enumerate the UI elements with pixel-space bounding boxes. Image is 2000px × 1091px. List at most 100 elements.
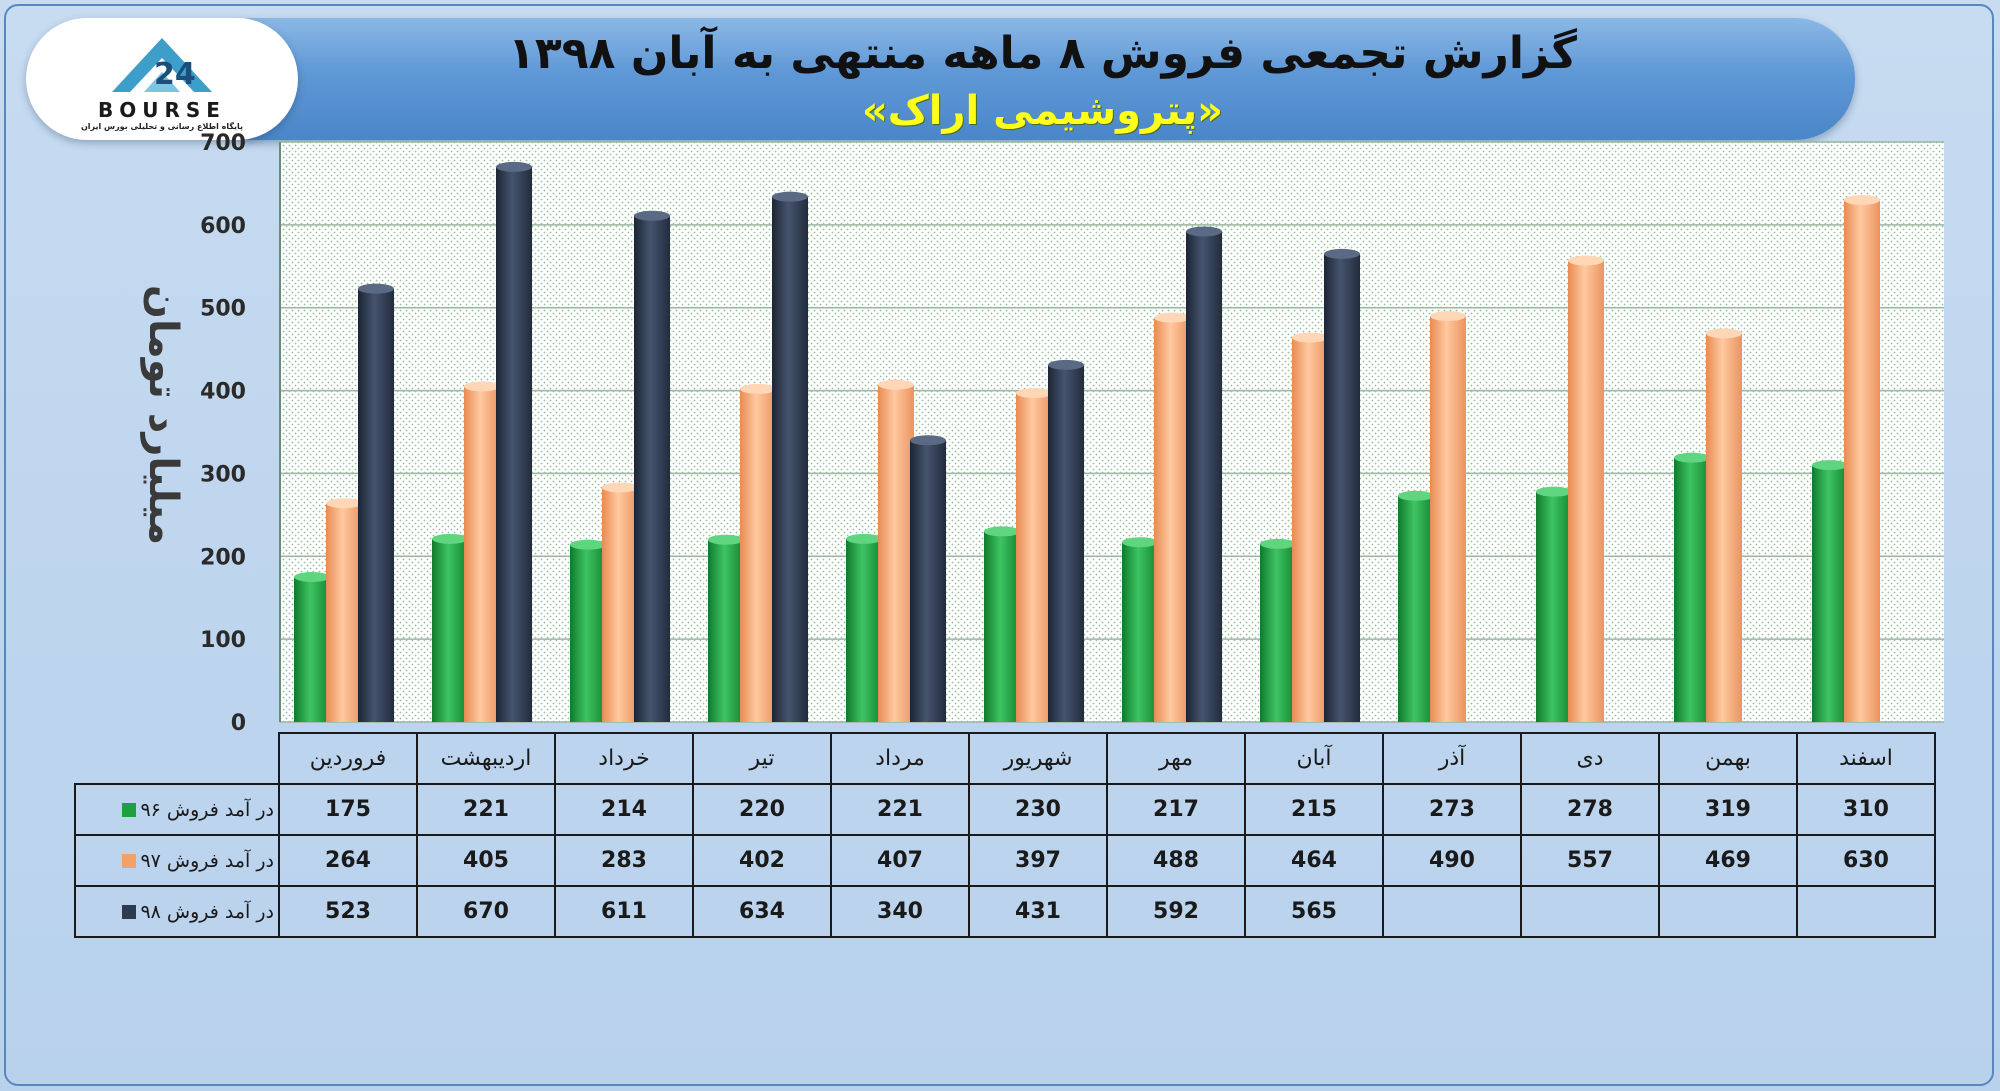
y-axis-ticks: 0 100 200 300 400 500 600 700 [200, 131, 246, 736]
bar [1844, 195, 1880, 722]
bar [464, 381, 500, 722]
table-cell: 278 [1520, 783, 1660, 836]
table-cell [1520, 885, 1660, 938]
table-cell: 283 [554, 834, 694, 887]
table-cell: 217 [1106, 783, 1246, 836]
category-label: مرداد [830, 732, 970, 785]
bar [1154, 312, 1190, 722]
table-cell: 230 [968, 783, 1108, 836]
table-cell: 402 [692, 834, 832, 887]
bar [1048, 359, 1084, 722]
table-cell: 464 [1244, 834, 1384, 887]
table-cell: 215 [1244, 783, 1384, 836]
bar [708, 534, 744, 722]
legend-entry: در آمد فروش ۹۸ [74, 885, 280, 938]
table-cell: 221 [416, 783, 556, 836]
table-corner [75, 733, 279, 784]
category-label: تیر [692, 732, 832, 785]
table-cell: 611 [554, 885, 694, 938]
table-cell: 490 [1382, 834, 1522, 887]
table-row: در آمد فروش ۹۶ 175 221 214 220 221 230 217 215 27… [74, 783, 1936, 836]
bar [1016, 388, 1052, 722]
bar [1430, 311, 1466, 722]
table-row: در آمد فروش ۹۷ 264 405 283 402 407 397 488 464 49… [74, 834, 1936, 887]
table-cell: 214 [554, 783, 694, 836]
table-cell: 431 [968, 885, 1108, 938]
bar [634, 210, 670, 722]
y-axis-label: میلیارد تومان [140, 285, 186, 545]
bar [1812, 460, 1848, 722]
logo-mark-icon: 24 [112, 38, 212, 92]
bar-chart: 0 100 200 300 400 500 600 700 میلیارد تومان [140, 131, 1944, 736]
bar [358, 283, 394, 722]
y-tick-label: 400 [200, 380, 246, 405]
bar [1324, 248, 1360, 722]
table-cell: 407 [830, 834, 970, 887]
bar [1674, 452, 1710, 722]
svg-text:24: 24 [154, 57, 196, 92]
series-name: در آمد فروش ۹۸ [140, 900, 274, 923]
category-label: اردیبهشت [416, 732, 556, 785]
legend-entry: در آمد فروش ۹۶ [74, 783, 280, 836]
category-label: آذر [1382, 732, 1522, 785]
bar [1706, 328, 1742, 722]
table-cell: 340 [830, 885, 970, 938]
bar-series [294, 161, 1880, 722]
bar [910, 435, 946, 722]
table-cell: 273 [1382, 783, 1522, 836]
y-tick-label: 500 [200, 297, 246, 322]
y-tick-label: 200 [200, 545, 246, 570]
table-cell: 670 [416, 885, 556, 938]
bar [326, 498, 362, 722]
table-cell [1382, 885, 1522, 938]
table-cell: 557 [1520, 834, 1660, 887]
legend-swatch [122, 905, 137, 919]
legend-swatch [122, 803, 137, 817]
series-name: در آمد فروش ۹۶ [140, 798, 274, 821]
category-label: شهریور [968, 732, 1108, 785]
bar [1536, 486, 1572, 722]
y-tick-label: 700 [200, 131, 246, 156]
title-banner: گزارش تجمعی فروش ۸ ماهه منتهی به آبان ۱۳… [230, 18, 1855, 140]
table-cell: 630 [1796, 834, 1936, 887]
plot-area [280, 142, 1944, 722]
bar [984, 526, 1020, 722]
data-table: فروردین اردیبهشت خرداد تیر مرداد شهریور مهر آبا… [74, 732, 1936, 938]
bar [1292, 332, 1328, 722]
category-label: خرداد [554, 732, 694, 785]
table-cell: 523 [278, 885, 418, 938]
bar [1260, 538, 1296, 722]
table-row: در آمد فروش ۹۸ 523 670 611 634 340 431 592 565 [74, 885, 1936, 938]
page-frame [4, 4, 1994, 1086]
bar [846, 533, 882, 722]
bar [1122, 537, 1158, 722]
bar [1398, 490, 1434, 722]
table-cell: 264 [278, 834, 418, 887]
gridlines [279, 141, 1944, 723]
bar [740, 383, 776, 722]
table-cell: 310 [1796, 783, 1936, 836]
bar [432, 533, 468, 722]
table-header-row: فروردین اردیبهشت خرداد تیر مرداد شهریور مهر آبا… [75, 732, 1936, 785]
table-cell: 397 [968, 834, 1108, 887]
bar [496, 161, 532, 722]
legend-entry: در آمد فروش ۹۷ [74, 834, 280, 887]
table-cell: 634 [692, 885, 832, 938]
chart-subtitle: «پتروشیمی اراک» [861, 88, 1224, 134]
bar [1568, 255, 1604, 722]
table-cell: 221 [830, 783, 970, 836]
table-cell [1796, 885, 1936, 938]
series-name: در آمد فروش ۹۷ [140, 849, 274, 872]
table-cell: 565 [1244, 885, 1384, 938]
y-tick-label: 300 [200, 462, 246, 487]
category-label: دی [1520, 732, 1660, 785]
bar [878, 379, 914, 722]
table-cell: 488 [1106, 834, 1246, 887]
table-cell: 405 [416, 834, 556, 887]
table-cell: 220 [692, 783, 832, 836]
table-cell: 592 [1106, 885, 1246, 938]
y-tick-label: 600 [200, 214, 246, 239]
table-cell: 175 [278, 783, 418, 836]
category-label: فروردین [278, 732, 418, 785]
bourse-logo: 24 BOURSE پایگاه اطلاع رسانی و تحلیلی بو… [26, 18, 298, 140]
